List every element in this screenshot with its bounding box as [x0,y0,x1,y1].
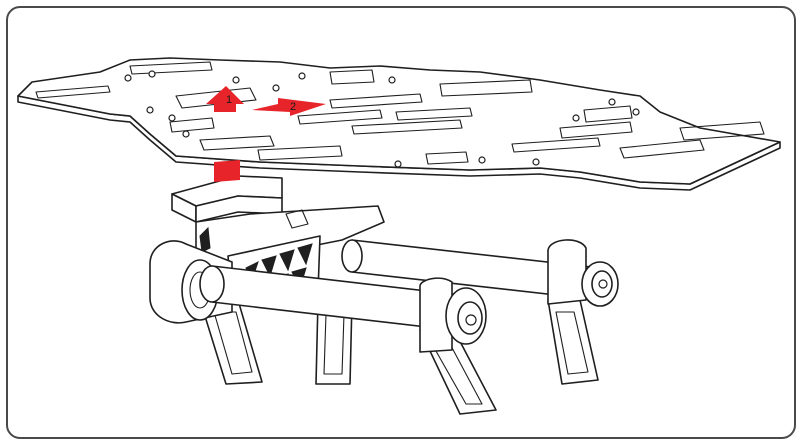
mount-bracket [171,175,385,301]
step-2-arrow [252,98,326,116]
step-2-arrow-shape [252,98,326,116]
front-end-fitting [419,277,487,353]
step-2-label: 2 [290,101,296,113]
step-1-arrow-head [206,86,244,112]
step-1-arrow [206,86,244,182]
step-1-arrow-tail [214,160,240,182]
rear-tube [341,239,601,301]
right-end-fitting [547,239,619,307]
top-plate [17,57,781,191]
step-1-label: 1 [226,94,232,106]
